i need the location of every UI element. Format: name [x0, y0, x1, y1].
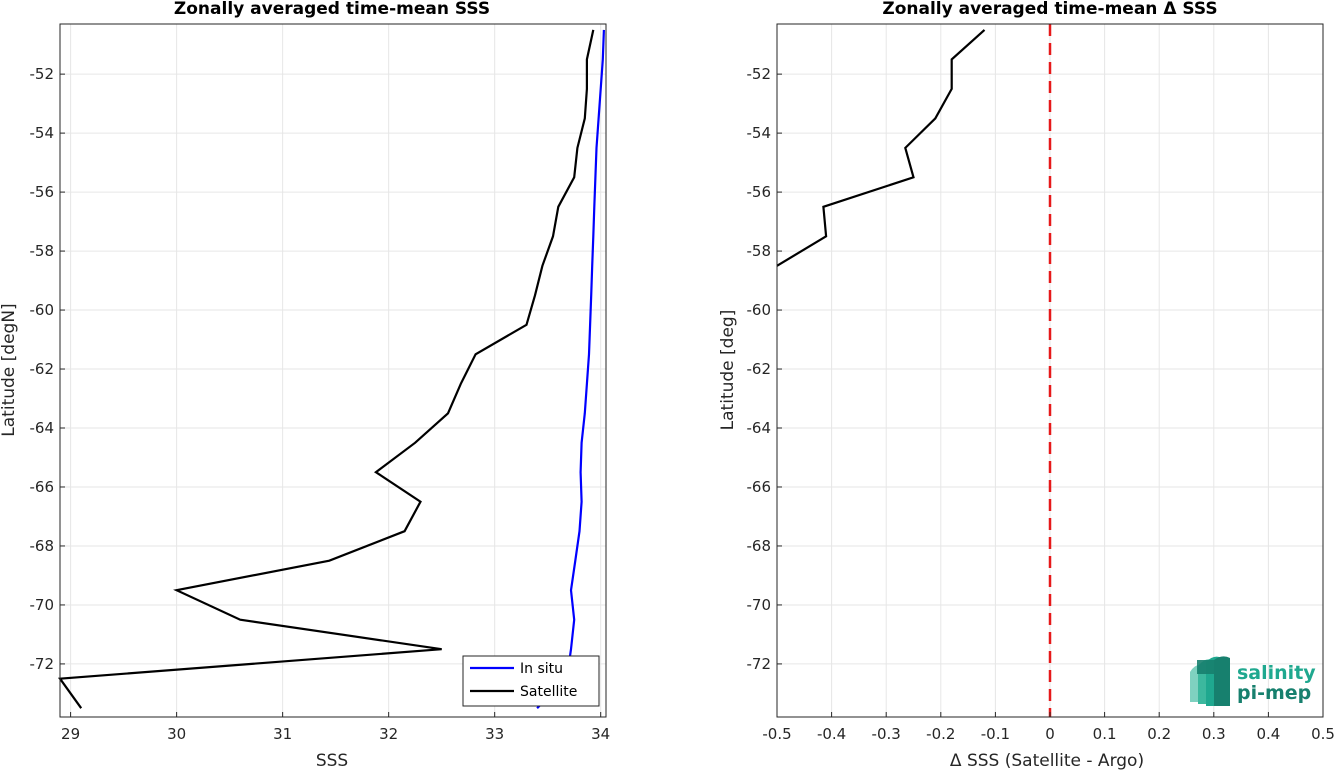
series-line-satellite	[57, 29, 595, 709]
y-tick-label: -62	[747, 360, 772, 378]
legend-label-satellite: Satellite	[520, 684, 577, 700]
x-axis-label: Δ SSS (Satellite - Argo)	[950, 751, 1144, 770]
tick-labels: -0.5 -0.4 -0.3 -0.2 -0.1 0 0.1 0.2 0.3 0.4 0.5 -72 -…	[747, 65, 1335, 743]
x-tick-label: -0.2	[926, 725, 955, 743]
y-tick-label: -72	[747, 655, 772, 673]
x-tick-label: 29	[61, 725, 80, 743]
chart-title: Zonally averaged time-mean SSS	[174, 0, 490, 19]
y-tick-label: -70	[747, 596, 772, 614]
x-tick-label: 0.3	[1202, 725, 1226, 743]
x-tick-label: -0.5	[762, 725, 791, 743]
y-tick-label: -52	[30, 65, 55, 83]
y-tick-label: -68	[747, 537, 772, 555]
x-tick-label: -0.1	[981, 725, 1010, 743]
x-tick-label: 0.2	[1147, 725, 1171, 743]
x-tick-label: 0.5	[1311, 725, 1335, 743]
y-axis-label: Latitude [deg]	[718, 310, 738, 431]
x-tick-label: 0	[1045, 725, 1055, 743]
panel-right-delta-sss: Zonally averaged time-mean Δ SSS -0.5 -0.…	[718, 0, 1335, 770]
legend: In situ Satellite	[462, 655, 600, 707]
y-tick-label: -60	[30, 301, 55, 319]
y-tick-label: -56	[747, 183, 772, 201]
x-tick-label: 34	[591, 725, 610, 743]
series-group	[57, 29, 605, 709]
legend-box	[462, 655, 600, 707]
y-tick-label: -54	[747, 124, 772, 142]
y-tick-label: -62	[30, 360, 55, 378]
wave-logo-icon	[1190, 656, 1230, 706]
y-tick-label: -68	[30, 537, 55, 555]
y-tick-label: -58	[30, 242, 55, 260]
y-tick-label: -66	[747, 478, 772, 496]
y-axis-label: Latitude [degN]	[0, 303, 19, 436]
y-tick-label: -66	[30, 478, 55, 496]
x-tick-label: 31	[273, 725, 292, 743]
y-tick-label: -64	[747, 419, 772, 437]
axes-box	[59, 23, 607, 718]
tick-labels: 29 30 31 32 33 34 -72 -70 -68 -66 -64 -62 -60 -58 -56 -…	[30, 65, 611, 743]
y-tick-label: -54	[30, 124, 55, 142]
x-tick-label: -0.3	[872, 725, 901, 743]
y-tick-label: -64	[30, 419, 55, 437]
x-axis-label: SSS	[316, 751, 348, 770]
series-group	[776, 24, 1052, 717]
y-tick-label: -70	[30, 596, 55, 614]
panel-left-sss: Zonally averaged time-mean SSS 29 30 31 32 3…	[0, 0, 610, 770]
y-tick-label: -60	[747, 301, 772, 319]
y-tick-label: -58	[747, 242, 772, 260]
grid	[776, 24, 1324, 717]
x-tick-label: 0.1	[1093, 725, 1117, 743]
y-tick-label: -52	[747, 65, 772, 83]
x-tick-label: 30	[167, 725, 186, 743]
legend-label-in-situ: In situ	[520, 661, 563, 677]
chart-title: Zonally averaged time-mean Δ SSS	[882, 0, 1217, 19]
y-tick-label: -56	[30, 183, 55, 201]
series-line-delta-sss	[776, 29, 986, 267]
logo-text-salinity: salinity	[1237, 662, 1316, 684]
x-tick-label: 32	[379, 725, 398, 743]
x-tick-label: 0.4	[1256, 725, 1280, 743]
grid	[60, 24, 606, 717]
salinity-pi-mep-logo: salinity pi-mep	[1190, 656, 1316, 706]
logo-text-pi-mep: pi-mep	[1237, 682, 1311, 704]
series-line-in-situ	[536, 29, 605, 709]
x-tick-label: -0.4	[817, 725, 846, 743]
y-tick-label: -72	[30, 655, 55, 673]
x-tick-label: 33	[485, 725, 504, 743]
